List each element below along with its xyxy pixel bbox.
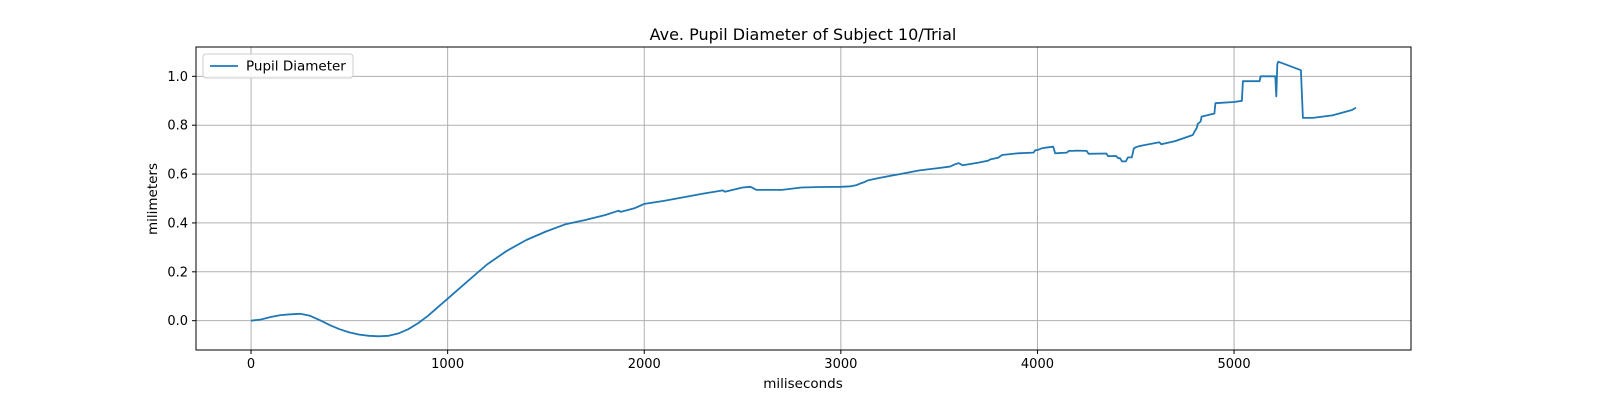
y-tick-label: 0.6 [167, 168, 188, 183]
y-tick-label: 0.0 [167, 314, 188, 329]
x-tick-label: 3000 [824, 357, 857, 372]
y-axis-label: milimeters [145, 163, 161, 235]
x-axis-ticks: 0 1000 2000 3000 4000 5000 [247, 350, 1251, 372]
y-tick-label: 0.8 [167, 119, 188, 134]
y-tick-label: 0.2 [167, 265, 188, 280]
legend: Pupil Diameter [202, 53, 354, 79]
x-tick-label: 1000 [431, 357, 464, 372]
plot-frame [195, 46, 1412, 351]
x-tick-label: 5000 [1218, 357, 1251, 372]
series-line-pupil-diameter [250, 60, 1357, 338]
y-axis-ticks: 0.0 0.2 0.4 0.6 0.8 1.0 [167, 70, 196, 329]
y-tick-label: 1.0 [167, 70, 188, 85]
legend-box [202, 53, 354, 79]
y-tick-label: 0.4 [167, 216, 188, 231]
x-axis-label: miliseconds [763, 376, 843, 392]
grid-lines [196, 47, 1411, 350]
x-tick-label: 0 [247, 357, 255, 372]
legend-label-pupil-diameter: Pupil Diameter [246, 59, 346, 75]
series-group [250, 60, 1357, 338]
chart-title: Ave. Pupil Diameter of Subject 10/Trial [650, 25, 957, 44]
x-tick-label: 2000 [628, 357, 661, 372]
x-tick-label: 4000 [1021, 357, 1054, 372]
